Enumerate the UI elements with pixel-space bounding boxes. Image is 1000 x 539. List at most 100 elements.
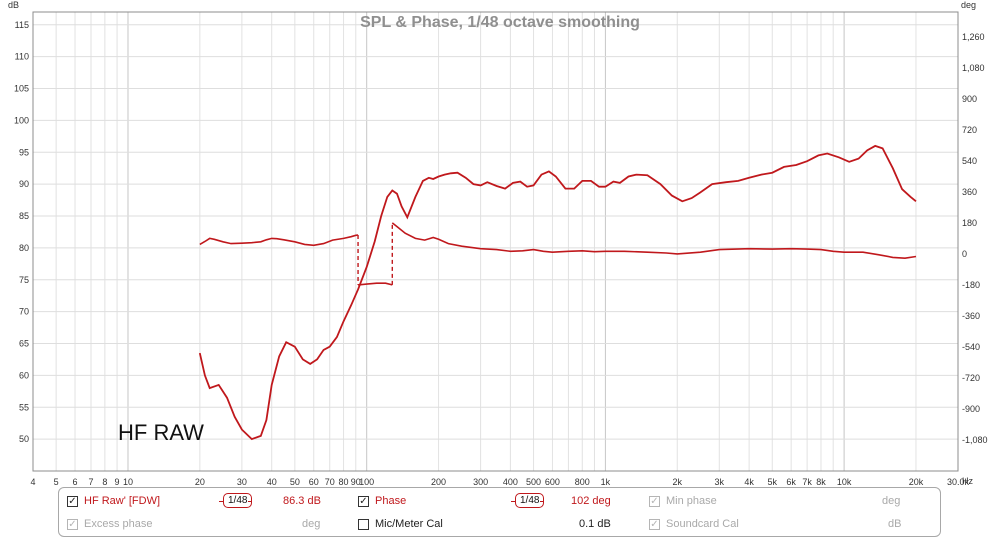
y-tick-label-right: 360 [962, 187, 977, 197]
x-tick-label: 9 [115, 477, 120, 486]
y-tick-label-left: 115 [15, 20, 29, 30]
x-tick-label: 800 [575, 477, 590, 486]
phase-series-line [391, 222, 917, 260]
hf-raw-label[interactable]: HF Raw' [FDW] [84, 495, 161, 507]
phase-value: 102 deg [571, 495, 611, 507]
y-tick-label-left: 105 [14, 84, 29, 94]
legend-row-1: ✓ HF Raw' [FDW] 1/48 86.3 dB ✓ Phase 1/4… [59, 491, 940, 513]
y-tick-label-right: 180 [962, 218, 977, 228]
x-tick-label: 300 [473, 477, 488, 486]
phase-label[interactable]: Phase [375, 495, 407, 507]
x-tick-label: 8 [102, 477, 107, 486]
soundcard-cal-label[interactable]: Soundcard Cal [666, 518, 739, 530]
y-tick-label-right: 900 [962, 94, 977, 104]
y-tick-label-left: 110 [15, 52, 29, 62]
y-tick-label-right: -180 [962, 280, 980, 290]
x-tick-label: 3k [715, 477, 725, 486]
x-tick-label: 5 [54, 477, 59, 486]
phase-smoothing-right-wing [540, 501, 544, 502]
x-tick-label: 4 [30, 477, 35, 486]
y-tick-label-left: 90 [19, 179, 29, 189]
x-tick-label: 4k [744, 477, 754, 486]
series-layer [198, 144, 917, 441]
y-tick-label-left: 50 [19, 434, 29, 444]
x-axis-unit: Hz [962, 476, 973, 486]
mic-cal-value: 0.1 dB [579, 518, 611, 530]
legend-panel: ✓ HF Raw' [FDW] 1/48 86.3 dB ✓ Phase 1/4… [58, 487, 941, 537]
grid-lines [33, 12, 958, 471]
y-tick-label-right: 1,260 [962, 32, 985, 42]
x-tick-label: 70 [325, 477, 335, 486]
y-tick-label-right: -720 [962, 373, 980, 383]
x-tick-label: 60 [309, 477, 319, 486]
x-tick-label: 100 [359, 477, 374, 486]
y-tick-label-right: 0 [962, 249, 967, 259]
y-tick-label-right: -540 [962, 342, 980, 352]
min-phase-value: deg [882, 495, 901, 507]
hf-raw-annotation: HF RAW [118, 420, 204, 445]
x-tick-label: 20 [195, 477, 205, 486]
x-tick-label: 600 [545, 477, 560, 486]
excess-phase-value: deg [302, 518, 321, 530]
phase-smoothing-left-wing [511, 501, 515, 502]
plot-frame [32, 11, 959, 472]
phase-series-line [358, 282, 393, 286]
y-tick-label-left: 60 [19, 370, 29, 380]
x-tick-label: 10k [837, 477, 852, 486]
x-tick-label: 7k [802, 477, 812, 486]
x-tick-label: 500 [526, 477, 541, 486]
x-tick-label: 30 [237, 477, 247, 486]
x-tick-label: 80 [339, 477, 349, 486]
chart-title: SPL & Phase, 1/48 octave smoothing [360, 14, 640, 31]
y-axis-left-unit: dB [8, 0, 19, 10]
y-tick-label-right: -900 [962, 404, 980, 414]
min-phase-label[interactable]: Min phase [666, 495, 717, 507]
x-tick-label: 400 [503, 477, 518, 486]
y-tick-label-left: 65 [19, 339, 29, 349]
legend-row-2: ✓ Excess phase deg Mic/Meter Cal 0.1 dB … [59, 514, 940, 536]
hf-raw-spl-series-line [198, 144, 917, 441]
y-tick-label-left: 100 [14, 115, 29, 125]
y-tick-label-right: 720 [962, 125, 977, 135]
excess-phase-checkbox[interactable]: ✓ [67, 519, 78, 530]
y-tick-label-right: 1,080 [962, 63, 985, 73]
phase-series-line [199, 234, 359, 247]
y-axis-right-unit: deg [961, 0, 976, 10]
phase-smoothing-button[interactable]: 1/48 [515, 493, 545, 508]
y-tick-label-left: 55 [19, 402, 29, 412]
x-tick-label: 2k [673, 477, 683, 486]
x-tick-label: 1k [601, 477, 611, 486]
x-tick-label: 7 [89, 477, 94, 486]
hf-raw-smoothing-button[interactable]: 1/48 [223, 493, 253, 508]
y-tick-label-left: 70 [19, 307, 29, 317]
min-phase-checkbox[interactable]: ✓ [649, 496, 660, 507]
x-tick-label: 20k [909, 477, 924, 486]
y-tick-label-right: -1,080 [962, 435, 988, 445]
y-tick-label-right: -360 [962, 311, 980, 321]
x-tick-label: 30.0k [947, 477, 970, 486]
y-tick-label-right: 540 [962, 156, 977, 166]
x-tick-label: 6k [786, 477, 796, 486]
hf-raw-smoothing-right-wing [248, 501, 252, 502]
x-tick-label: 90 [351, 477, 361, 486]
soundcard-cal-value: dB [888, 518, 902, 530]
y-tick-label-left: 85 [19, 211, 29, 221]
y-tick-label-left: 95 [19, 147, 29, 157]
soundcard-cal-checkbox[interactable]: ✓ [649, 519, 660, 530]
hf-raw-checkbox[interactable]: ✓ [67, 496, 78, 507]
hf-raw-smoothing-left-wing [219, 501, 223, 502]
x-tick-label: 5k [767, 477, 777, 486]
x-tick-label: 10 [123, 477, 133, 486]
y-tick-label-left: 75 [19, 275, 29, 285]
phase-checkbox[interactable]: ✓ [358, 496, 369, 507]
mic-cal-checkbox[interactable] [358, 519, 369, 530]
x-tick-label: 40 [267, 477, 277, 486]
hf-raw-value: 86.3 dB [283, 495, 321, 507]
y-tick-label-left: 80 [19, 243, 29, 253]
x-tick-label: 8k [816, 477, 826, 486]
excess-phase-label[interactable]: Excess phase [84, 518, 153, 530]
mic-cal-label[interactable]: Mic/Meter Cal [375, 518, 443, 530]
x-tick-label: 200 [431, 477, 446, 486]
